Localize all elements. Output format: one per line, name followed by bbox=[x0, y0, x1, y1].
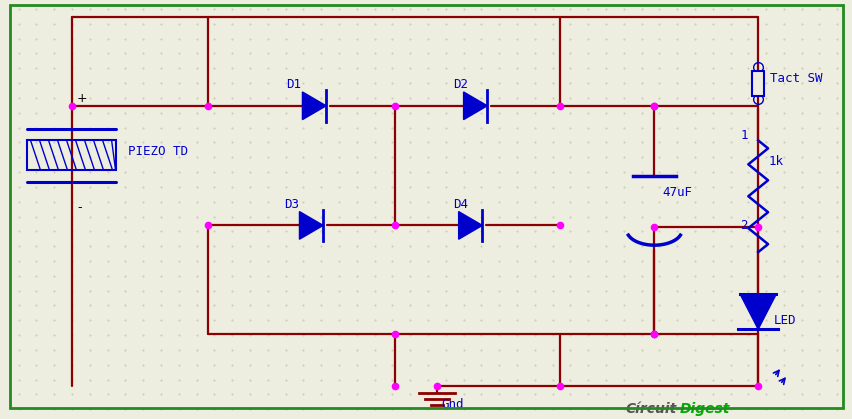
Text: Gnd: Gnd bbox=[441, 398, 463, 411]
Text: D4: D4 bbox=[452, 198, 467, 211]
Text: D1: D1 bbox=[286, 78, 302, 91]
Text: 1k: 1k bbox=[767, 155, 782, 168]
Text: LED: LED bbox=[773, 314, 796, 327]
Text: Círcuit: Círcuit bbox=[625, 402, 676, 416]
Text: PIEZO TD: PIEZO TD bbox=[129, 145, 188, 158]
Text: 1: 1 bbox=[740, 129, 747, 142]
Polygon shape bbox=[299, 212, 323, 239]
Polygon shape bbox=[302, 92, 325, 120]
Polygon shape bbox=[740, 295, 775, 329]
Text: Digest: Digest bbox=[679, 402, 729, 416]
Bar bbox=[26, 140, 115, 170]
Text: 2: 2 bbox=[740, 220, 747, 233]
Polygon shape bbox=[458, 212, 481, 239]
Text: Tact SW: Tact SW bbox=[769, 72, 821, 85]
Bar bbox=[751, 71, 763, 96]
Text: D2: D2 bbox=[452, 78, 467, 91]
Text: +: + bbox=[77, 92, 88, 105]
Text: D3: D3 bbox=[284, 198, 298, 211]
Polygon shape bbox=[463, 92, 486, 120]
Text: 47uF: 47uF bbox=[661, 186, 692, 199]
Text: -: - bbox=[77, 201, 82, 214]
